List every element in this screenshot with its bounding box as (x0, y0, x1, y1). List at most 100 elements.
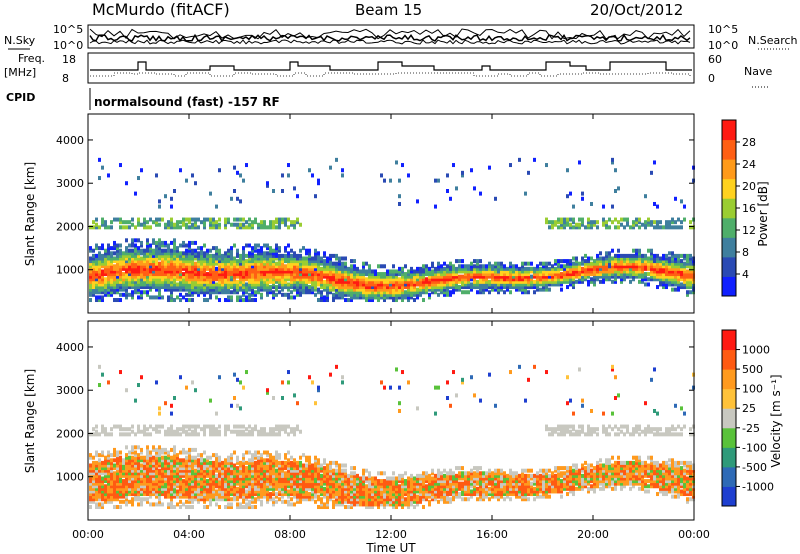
velocity-cell (182, 466, 185, 471)
velocity-cell (245, 489, 248, 494)
power-cell (611, 204, 614, 209)
power-cell (146, 292, 149, 297)
power-cell (611, 259, 614, 264)
power-cell (107, 256, 110, 261)
power-cell (596, 274, 599, 279)
power-cell (206, 266, 209, 271)
velocity-cell (251, 468, 254, 473)
velocity-cell (284, 424, 287, 429)
velocity-cell (326, 479, 329, 484)
power-cell (410, 282, 413, 287)
power-cell (581, 191, 584, 196)
velocity-cell (260, 427, 263, 432)
velocity-cell (326, 484, 329, 489)
velocity-cell (173, 476, 176, 481)
velocity-cell (167, 479, 170, 484)
power-cell (110, 277, 113, 282)
power-cell (665, 274, 668, 279)
power-cell (236, 264, 239, 269)
power-cell (653, 256, 656, 261)
power-cell (443, 277, 446, 282)
power-cell (242, 256, 245, 261)
velocity-cell (107, 499, 110, 504)
velocity-cell (245, 370, 248, 375)
velocity-cell (284, 484, 287, 489)
power-cell (665, 266, 668, 271)
power-cell (248, 292, 251, 297)
velocity-cell (110, 486, 113, 491)
power-cell (215, 261, 218, 266)
velocity-cell (266, 390, 269, 395)
power-cell (668, 279, 671, 284)
power-cell (128, 282, 131, 287)
power-cell (113, 269, 116, 274)
power-cell (617, 253, 620, 258)
velocity-cell (191, 505, 194, 510)
velocity-cell (341, 380, 344, 385)
power-cell (497, 277, 500, 282)
velocity-cell (341, 463, 344, 468)
velocity-cell (227, 489, 230, 494)
velocity-cell (335, 460, 338, 465)
power-cell (566, 269, 569, 274)
velocity-cell (257, 473, 260, 478)
power-cell (566, 279, 569, 284)
power-cell (635, 264, 638, 269)
velocity-cell (92, 476, 95, 481)
power-cell (104, 272, 107, 277)
velocity-cell (146, 476, 149, 481)
power-cell (494, 277, 497, 282)
velocity-cell (176, 479, 179, 484)
power-cell (224, 253, 227, 258)
velocity-cell (287, 484, 290, 489)
power-cell (242, 178, 245, 183)
velocity-cell (149, 468, 152, 473)
power-cell (425, 279, 428, 284)
power-cell (677, 253, 680, 258)
velocity-cell (98, 502, 101, 507)
power-cell (446, 266, 449, 271)
power-cell (155, 277, 158, 282)
power-cell (248, 282, 251, 287)
power-cell (116, 285, 119, 290)
power-cell (278, 248, 281, 253)
power-cell (128, 264, 131, 269)
power-cell (188, 256, 191, 261)
power-cell (530, 282, 533, 287)
power-cell (689, 259, 692, 264)
power-cell (653, 225, 656, 230)
power-cell (356, 272, 359, 277)
velocity-cell (293, 393, 296, 398)
power-cell (557, 282, 560, 287)
power-cell (248, 259, 251, 264)
power-cell (179, 292, 182, 297)
power-cell (470, 269, 473, 274)
power-cell (248, 285, 251, 290)
velocity-cell (125, 460, 128, 465)
power-cell (566, 220, 569, 225)
velocity-cell (272, 429, 275, 434)
velocity-cell (275, 463, 278, 468)
velocity-cell (98, 458, 101, 463)
power-cell (218, 285, 221, 290)
power-cell (524, 272, 527, 277)
velocity-cell (302, 463, 305, 468)
velocity-cell (170, 411, 173, 416)
velocity-cell (182, 424, 185, 429)
power-cell (587, 225, 590, 230)
power-cell (134, 248, 137, 253)
velocity-cell (194, 497, 197, 502)
power-cell (689, 272, 692, 277)
power-cell (629, 259, 632, 264)
power-cell (197, 266, 200, 271)
power-cell (665, 225, 668, 230)
power-cell (260, 264, 263, 269)
power-cell (668, 251, 671, 256)
station-title: McMurdo (fitACF) (92, 0, 230, 19)
power-cell (569, 279, 572, 284)
power-cell (464, 269, 467, 274)
power-cell (251, 285, 254, 290)
power-cell (197, 292, 200, 297)
power-cell (344, 285, 347, 290)
velocity-cell (335, 489, 338, 494)
